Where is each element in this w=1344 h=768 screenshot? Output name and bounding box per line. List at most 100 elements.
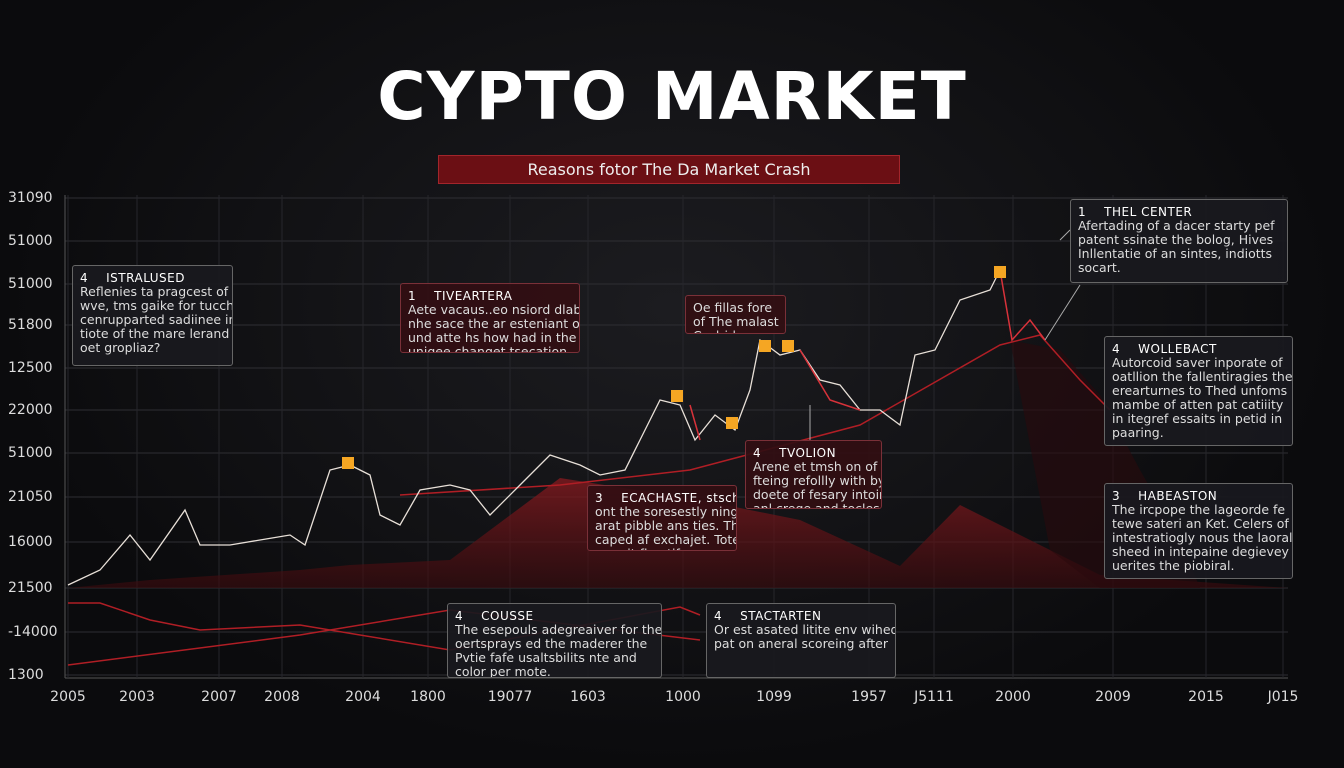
callout-line: of The malast bbox=[693, 314, 779, 329]
x-label: 2000 bbox=[995, 689, 1031, 705]
callout-line: tewe sateri an Ket. Celers of bbox=[1112, 516, 1289, 531]
callout-number: 4 bbox=[753, 446, 762, 460]
callout: 4 TVOLION Arene et tmsh on of fteing refoll… bbox=[745, 440, 882, 509]
callout-heading: 4 STACTARTEN bbox=[714, 609, 888, 623]
connector bbox=[809, 229, 1081, 440]
x-label: 2005 bbox=[50, 689, 86, 705]
callout-number: 1 bbox=[408, 289, 417, 303]
subtitle: Reasons fotor The Da Market Crash bbox=[438, 155, 900, 184]
x-label: 2008 bbox=[264, 689, 300, 705]
callout-line: tiote of the mare lerand bbox=[80, 326, 230, 341]
x-label: J5111 bbox=[913, 689, 954, 705]
callout-line: anl crege and tocles. bbox=[753, 501, 882, 509]
callout-line: patent ssinate the bolog, Hives bbox=[1078, 232, 1274, 247]
callout-line: uerites the piobiral. bbox=[1112, 558, 1235, 573]
callout-heading: 3 ECACHASTE, stsch bbox=[595, 491, 736, 505]
y-label: 51800 bbox=[8, 317, 53, 333]
callout-line: Csalrid a umcong bbox=[693, 329, 785, 334]
callout-line: caped af exchajet. Totes bbox=[595, 532, 737, 547]
callout-title: HABEASTON bbox=[1138, 489, 1218, 503]
y-label: 22000 bbox=[8, 402, 53, 418]
callout-heading: 1 TIVEARTERA bbox=[408, 289, 572, 303]
callout-line: oet gropliaz? bbox=[80, 340, 161, 355]
callout-title: STACTARTEN bbox=[740, 609, 822, 623]
callout-line: color per mote. bbox=[455, 664, 551, 678]
marker bbox=[994, 266, 1006, 278]
callout-line: The esepouls adegreaiver for the bbox=[455, 622, 662, 637]
y-label: 51000 bbox=[8, 276, 53, 292]
callout-number: 4 bbox=[714, 609, 723, 623]
callout-line: Autorcoid saver inporate of bbox=[1112, 355, 1283, 370]
callout-title: TVOLION bbox=[779, 446, 837, 460]
callout-line: cenrupparted sadiinee ing bbox=[80, 312, 233, 327]
callout: 3 HABEASTON The ircpope the lageorde fe tew… bbox=[1104, 483, 1293, 579]
title: CYPTO MARKET bbox=[377, 58, 967, 135]
callout-line: Arene et tmsh on of bbox=[753, 459, 878, 474]
marker bbox=[342, 457, 354, 469]
x-label: J015 bbox=[1267, 689, 1299, 705]
y-label: 51000 bbox=[8, 445, 53, 461]
callout-line: arat pibble ans ties. The bbox=[595, 518, 737, 533]
x-label: 2009 bbox=[1095, 689, 1131, 705]
callout-line: doete of fesary intoint bbox=[753, 487, 882, 502]
red-line bbox=[399, 334, 1111, 496]
x-label: 1099 bbox=[756, 689, 792, 705]
callout-line: sheed in intepaine degievey bbox=[1112, 544, 1289, 559]
callout: 1 THEL CENTER Afertading of a dacer starty… bbox=[1070, 199, 1288, 283]
callout-heading: 4 COUSSE bbox=[455, 609, 654, 623]
callout-number: 1 bbox=[1078, 205, 1087, 219]
callout-number: 4 bbox=[455, 609, 464, 623]
callout-title: WOLLEBACT bbox=[1138, 342, 1217, 356]
marker bbox=[759, 340, 771, 352]
marker bbox=[671, 390, 683, 402]
callout-number: 4 bbox=[1112, 342, 1121, 356]
callout-title: THEL CENTER bbox=[1104, 205, 1193, 219]
callout: 1 TIVEARTERA Aete vacaus..eo nsiord dlab nh… bbox=[400, 283, 580, 353]
x-label: 1957 bbox=[851, 689, 887, 705]
callout-line: in itegref essaits in petid in bbox=[1112, 411, 1283, 426]
markers bbox=[342, 266, 1006, 469]
callout-heading: 3 HABEASTON bbox=[1112, 489, 1285, 503]
x-label: 2003 bbox=[119, 689, 155, 705]
callout-line: Reflenies ta pragcest of bbox=[80, 284, 229, 299]
y-label: 21050 bbox=[8, 489, 53, 505]
x-label: 1603 bbox=[570, 689, 606, 705]
y-label: 12500 bbox=[8, 360, 53, 376]
callout-line: Aete vacaus..eo nsiord dlab bbox=[408, 302, 580, 317]
x-label: 19077 bbox=[488, 689, 533, 705]
x-label: 2007 bbox=[201, 689, 237, 705]
callout-heading: 4 TVOLION bbox=[753, 446, 874, 460]
callout-line: oatllion the fallentiragies the bbox=[1112, 369, 1293, 384]
callout-line: socart. bbox=[1078, 260, 1121, 275]
callout-line: Oe fillas fore bbox=[693, 300, 773, 315]
y-label: 31090 bbox=[8, 190, 53, 206]
callout-line: erearturnes to Thed unfoms bbox=[1112, 383, 1288, 398]
callout-heading: 4 WOLLEBACT bbox=[1112, 342, 1285, 356]
callout-line: oertsprays ed the maderer the bbox=[455, 636, 648, 651]
callout-number: 4 bbox=[80, 271, 89, 285]
callout-line: mambe of atten pat catiiity bbox=[1112, 397, 1284, 412]
price-line bbox=[67, 269, 1001, 586]
callout-line: ont the soresestly ning bbox=[595, 504, 737, 519]
y-label: 21500 bbox=[8, 580, 53, 596]
callout-line: und atte hs how had in the bbox=[408, 330, 577, 345]
callout-line: wve, tms gaike for tucch bbox=[80, 298, 233, 313]
callout: 4 COUSSE The esepouls adegreaiver for the o… bbox=[447, 603, 662, 678]
callout-number: 3 bbox=[595, 491, 604, 505]
callout-line: Inllentatie of an sintes, indiotts bbox=[1078, 246, 1273, 261]
callout-line: pat on aneral scoreing after bbox=[714, 636, 888, 651]
callout-line: recerit fine tifo. bbox=[595, 547, 729, 551]
y-label: 1300 bbox=[8, 667, 44, 683]
y-label: 51000 bbox=[8, 233, 53, 249]
callout-number: 3 bbox=[1112, 489, 1121, 503]
callout: 4 ISTRALUSED Reflenies ta pragcest of wve, … bbox=[72, 265, 233, 366]
callout-line: Pvtie fafe usaltsbilits nte and bbox=[455, 650, 637, 665]
callout-line: fteing refollly with by bbox=[753, 473, 882, 488]
y-label: 16000 bbox=[8, 534, 53, 550]
callout: 4 STACTARTEN Or est asated litite env wihe… bbox=[706, 603, 896, 678]
callout-line: Or est asated litite env wihed bbox=[714, 622, 896, 637]
callout-title: ISTRALUSED bbox=[106, 271, 185, 285]
callout: 3 ECACHASTE, stsch ont the soresestly ning… bbox=[587, 485, 737, 551]
